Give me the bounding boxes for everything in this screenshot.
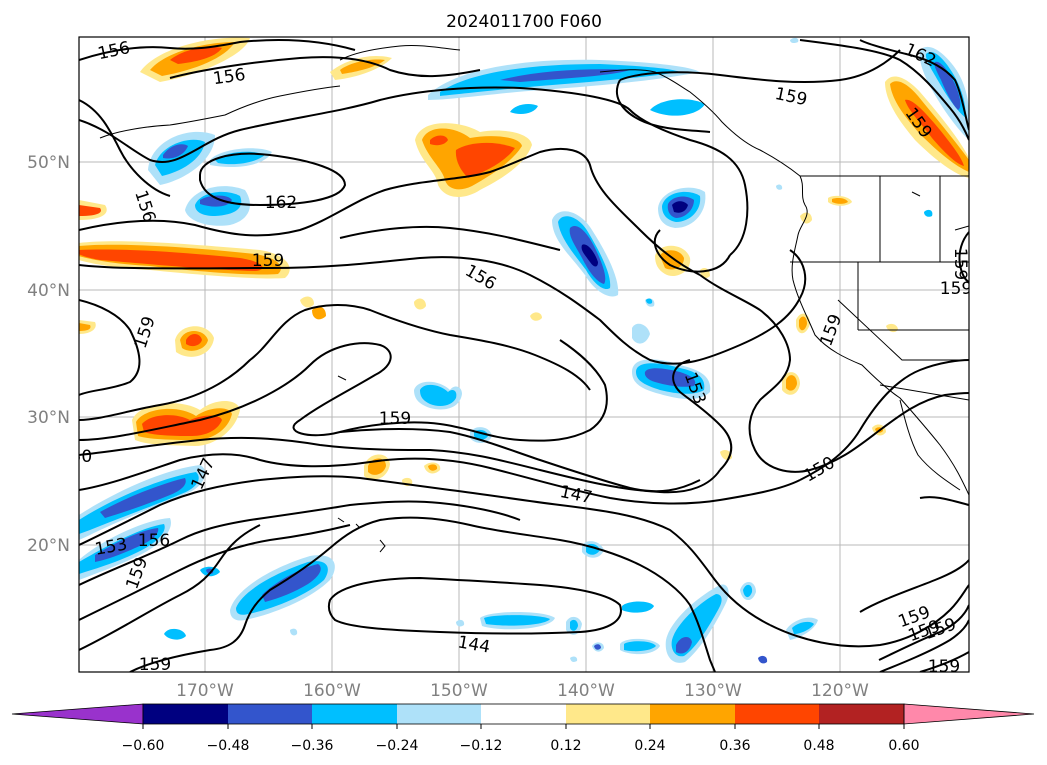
contour-label: 159 [928,657,960,677]
colorbar-segment [481,704,566,724]
colorbar-tick-label: −0.12 [460,738,503,754]
colorbar-segment [566,704,650,724]
lon-label: 150°W [430,681,488,701]
lat-label: 50°N [27,153,70,173]
lon-label: 170°W [176,681,234,701]
coastlines [99,45,969,553]
lon-label: 140°W [557,681,615,701]
colorbar-tick-label: −0.60 [122,738,165,754]
colorbar-segment [143,704,228,724]
colorbar-tick-label: −0.36 [291,738,334,754]
colorbar-tick-labels: −0.60 −0.48 −0.36 −0.24 −0.12 0.12 0.24 … [122,738,920,754]
colorbar-tick-label: 0.12 [550,738,581,754]
colorbar-left-extension [11,703,144,725]
lat-label: 40°N [27,281,70,301]
lon-label: 160°W [303,681,361,701]
height-contours [79,39,969,672]
contour-label: 156 [212,65,247,89]
colorbar-segment [650,704,735,724]
map-frame [78,36,970,673]
colorbar-outline [142,703,905,725]
colorbar-tick-label: 0.48 [803,738,834,754]
colorbar-segment [228,704,312,724]
colorbar: −0.60 −0.48 −0.36 −0.24 −0.12 0.12 0.24 … [11,703,1035,754]
contour-label: 159 [950,248,970,280]
colorbar-tick-label: 0.24 [634,738,665,754]
colorbar-segment [735,704,819,724]
colorbar-tick-label: 0.36 [719,738,750,754]
colorbar-segment [312,704,397,724]
longitude-labels: 170°W 160°W 150°W 140°W 130°W 120°W [176,681,869,701]
contour-label: 156 [138,531,170,551]
colorbar-segment [397,704,481,724]
colorbar-tick-label: −0.24 [376,738,419,754]
lat-label: 30°N [27,408,70,428]
map-panel: 156 156 162 159 159 156 162 159 156 159 … [60,37,972,677]
contour-label: 150 [60,447,92,467]
contour-label: 159 [139,655,171,675]
lat-label: 20°N [27,536,70,556]
contour-label: 159 [379,409,411,429]
map-title: 2024011700 F060 [446,12,602,32]
colorbar-ticks [142,724,905,729]
colorbar-segment [819,704,904,724]
contour-label: 159 [252,251,284,271]
colorbar-right-extension [903,703,1035,725]
lon-label: 130°W [684,681,742,701]
latitude-labels: 50°N 40°N 30°N 20°N [27,153,70,556]
contour-label: 159 [940,279,972,299]
map-background [79,37,969,672]
lon-label: 120°W [811,681,869,701]
colorbar-tick-label: −0.48 [207,738,250,754]
contour-label: 162 [265,193,297,213]
colorbar-tick-label: 0.60 [888,738,919,754]
